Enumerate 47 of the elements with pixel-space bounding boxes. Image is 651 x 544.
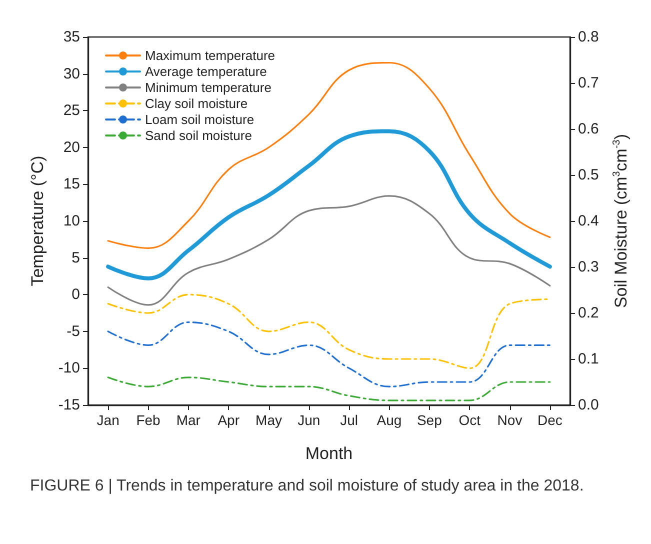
legend-label: Minimum temperature: [145, 80, 272, 95]
y-tick-label: 25: [63, 102, 80, 120]
line-series: [107, 62, 551, 250]
y-tick-label: 15: [63, 176, 80, 193]
y-tick-label: 10: [63, 212, 80, 230]
legend-label: Clay soil moisture: [145, 96, 248, 111]
legend-label: Sand soil moisture: [145, 128, 252, 143]
line-series: [106, 129, 552, 280]
x-tick-label: Jun: [298, 412, 320, 428]
x-tick-label: Dec: [537, 412, 562, 428]
y2-tick-label: 0.0: [578, 396, 599, 414]
y-tick-label: 30: [63, 65, 80, 82]
y2-axis-title: Soil Moisture (cm3cm-3): [612, 134, 630, 308]
x-tick-label: Jul: [340, 412, 358, 428]
y2-tick-label: 0.1: [578, 350, 599, 368]
y-axis-title: Temperature (°C): [28, 156, 47, 286]
y2-tick-label: 0.2: [578, 304, 599, 322]
y2-tick-label: 0.4: [578, 212, 599, 230]
y2-tick-label: 0.3: [578, 258, 599, 276]
x-tick-label: Oct: [458, 412, 481, 428]
line-series: [107, 321, 551, 388]
y-tick-label: -15: [58, 396, 80, 414]
y2-tick-label: 0.5: [578, 166, 599, 184]
x-tick-label: May: [256, 412, 282, 428]
x-tick-label: Nov: [497, 412, 522, 428]
x-tick-label: Feb: [136, 412, 161, 428]
y-tick-label: -5: [66, 322, 80, 340]
legend-label: Average temperature: [145, 64, 267, 79]
x-tick-label: Aug: [376, 412, 402, 428]
x-tick-label: Apr: [218, 412, 240, 428]
legend-label: Loam soil moisture: [145, 112, 254, 127]
y-tick-label: 0: [72, 286, 80, 304]
y-tick-label: 35: [63, 28, 80, 46]
caption: FIGURE 6 | Trends in temperature and soil moisture of study area in the 2018.: [30, 478, 584, 494]
x-tick-label: Jan: [96, 412, 120, 428]
line-series: [107, 195, 551, 306]
y2-tick-label: 0.8: [578, 28, 599, 46]
x-tick-label: Sep: [416, 412, 442, 428]
legend-label: Maximum temperature: [145, 48, 276, 63]
y-tick-label: 5: [72, 249, 80, 266]
y-tick-label: -10: [58, 360, 80, 377]
x-tick-label: Mar: [176, 412, 201, 428]
line-series: [107, 376, 551, 402]
y-tick-label: 20: [63, 138, 80, 156]
x-axis-title: Month: [305, 444, 353, 463]
y2-tick-label: 0.6: [578, 120, 599, 138]
y2-tick-label: 0.7: [578, 74, 599, 92]
